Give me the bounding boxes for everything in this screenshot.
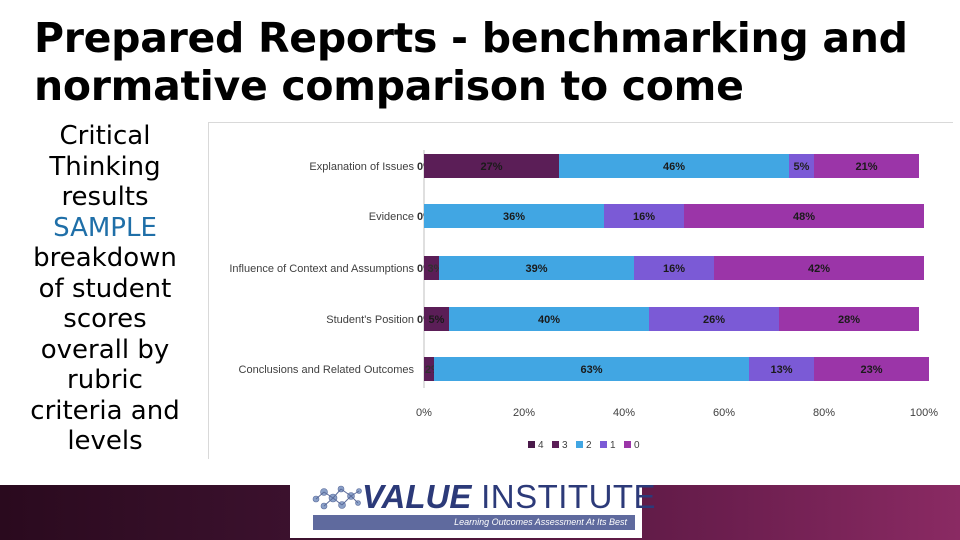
logo-tagline: Learning Outcomes Assessment At Its Best [313, 515, 635, 530]
title-line-1: Prepared Reports - benchmarking and [34, 14, 908, 62]
desc-line: of student [38, 273, 172, 304]
side-line: results [61, 182, 149, 212]
desc-line: levels [67, 426, 143, 456]
desc-line: criteria and [30, 395, 180, 426]
desc-line: breakdown [33, 243, 177, 273]
page-title: Prepared Reports - benchmarking and norm… [34, 14, 934, 110]
logo-name-part1: VALUE [362, 478, 472, 515]
side-line: Thinking [49, 151, 161, 182]
logo-wordmark: VALUE INSTITUTE [362, 478, 656, 516]
logo-name-part2: INSTITUTE [471, 478, 657, 515]
desc-line: rubric [67, 365, 143, 395]
sample-label: SAMPLE [53, 212, 157, 243]
chart-frame [208, 122, 953, 459]
side-line: Critical [59, 121, 151, 151]
side-description: Critical Thinking results SAMPLE breakdo… [10, 121, 200, 457]
desc-line: overall by [40, 334, 170, 365]
title-line-2: normative comparison to come [34, 62, 744, 110]
molecule-icon [312, 485, 362, 510]
desc-line: scores [63, 304, 147, 334]
